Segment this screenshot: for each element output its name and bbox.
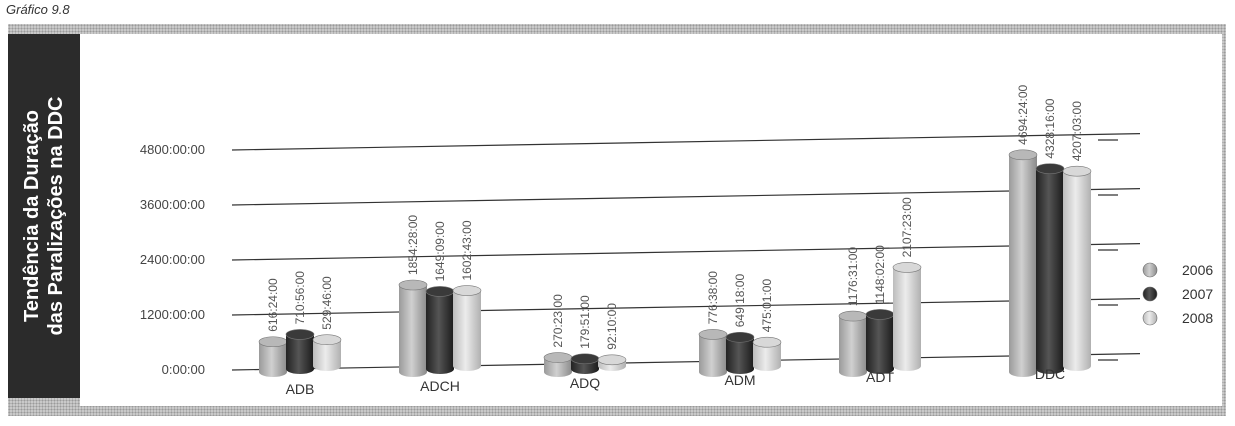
bar-2007-ADB bbox=[285, 329, 315, 374]
data-label: 776:38:00 bbox=[706, 271, 720, 325]
data-label: 1176:31:00 bbox=[846, 247, 860, 306]
data-label: 529:46:00 bbox=[320, 276, 334, 330]
bar-2006-ADQ bbox=[543, 352, 573, 377]
data-label: 1148:02:00 bbox=[873, 245, 887, 304]
gridline bbox=[231, 133, 1141, 151]
category-label: ADM bbox=[724, 372, 755, 388]
category-label: DDC bbox=[1035, 366, 1065, 382]
legend-label: 2008 bbox=[1182, 310, 1213, 326]
bar-2007-ADQ bbox=[570, 353, 600, 374]
y-tick-label: 1200:00:00 bbox=[140, 307, 205, 322]
gridline bbox=[231, 298, 1141, 316]
data-label: 4328:16:00 bbox=[1043, 98, 1057, 158]
gridline bbox=[231, 188, 1141, 206]
y-tick-label: 4800:00:00 bbox=[140, 142, 205, 157]
data-label: 92:10:00 bbox=[605, 303, 619, 350]
data-label: 2107:23:00 bbox=[900, 197, 914, 257]
category-label: ADCH bbox=[420, 378, 460, 394]
bar-2008-ADCH bbox=[452, 285, 482, 371]
legend-swatch bbox=[1142, 262, 1158, 278]
legend-swatch bbox=[1142, 286, 1158, 302]
bar-2006-ADT bbox=[838, 310, 868, 377]
bar-2008-ADM bbox=[752, 336, 782, 371]
bar-2007-ADCH bbox=[425, 286, 455, 374]
data-label: 616:24:00 bbox=[266, 278, 280, 332]
gridline bbox=[231, 353, 1141, 371]
data-label: 4694:24:00 bbox=[1016, 84, 1030, 144]
data-label: 475:01:00 bbox=[760, 279, 774, 333]
bar-2008-ADQ bbox=[597, 354, 627, 371]
data-label: 710:56:00 bbox=[293, 271, 307, 325]
data-label: 1602:43:00 bbox=[460, 220, 474, 280]
title-band: Tendência da Duração das Paralizações na… bbox=[8, 34, 80, 398]
figure-label: Gráfico 9.8 bbox=[6, 2, 70, 17]
bar-2006-ADM bbox=[698, 329, 728, 377]
bar-2006-ADCH bbox=[398, 279, 428, 377]
legend-swatch bbox=[1142, 310, 1158, 326]
bar-2008-ADT bbox=[892, 262, 922, 371]
legend-label: 2006 bbox=[1182, 262, 1213, 278]
legend-label: 2007 bbox=[1182, 286, 1213, 302]
y-tick-label: 0:00:00 bbox=[162, 362, 205, 377]
bar-2006-ADB bbox=[258, 336, 288, 377]
bar-2008-ADB bbox=[312, 334, 342, 371]
data-label: 649:18:00 bbox=[733, 274, 747, 328]
bar-2008-DDC bbox=[1062, 165, 1092, 371]
data-label: 1854:28:00 bbox=[406, 215, 420, 275]
y-tick-label: 3600:00:00 bbox=[140, 197, 205, 212]
bar-2006-DDC bbox=[1008, 149, 1038, 377]
category-label: ADB bbox=[286, 381, 315, 397]
gridline bbox=[231, 243, 1141, 261]
data-label: 179:51:00 bbox=[578, 295, 592, 349]
data-label: 270:23:00 bbox=[551, 294, 565, 348]
y-tick-label: 2400:00:00 bbox=[140, 252, 205, 267]
data-label: 1649:09:00 bbox=[433, 221, 447, 281]
category-label: ADT bbox=[866, 369, 894, 385]
category-label: ADQ bbox=[570, 375, 600, 391]
data-label: 4207:03:00 bbox=[1070, 101, 1084, 161]
bar-2007-DDC bbox=[1035, 163, 1065, 374]
bar-2007-ADT bbox=[865, 309, 895, 374]
bar-2007-ADM bbox=[725, 331, 755, 374]
